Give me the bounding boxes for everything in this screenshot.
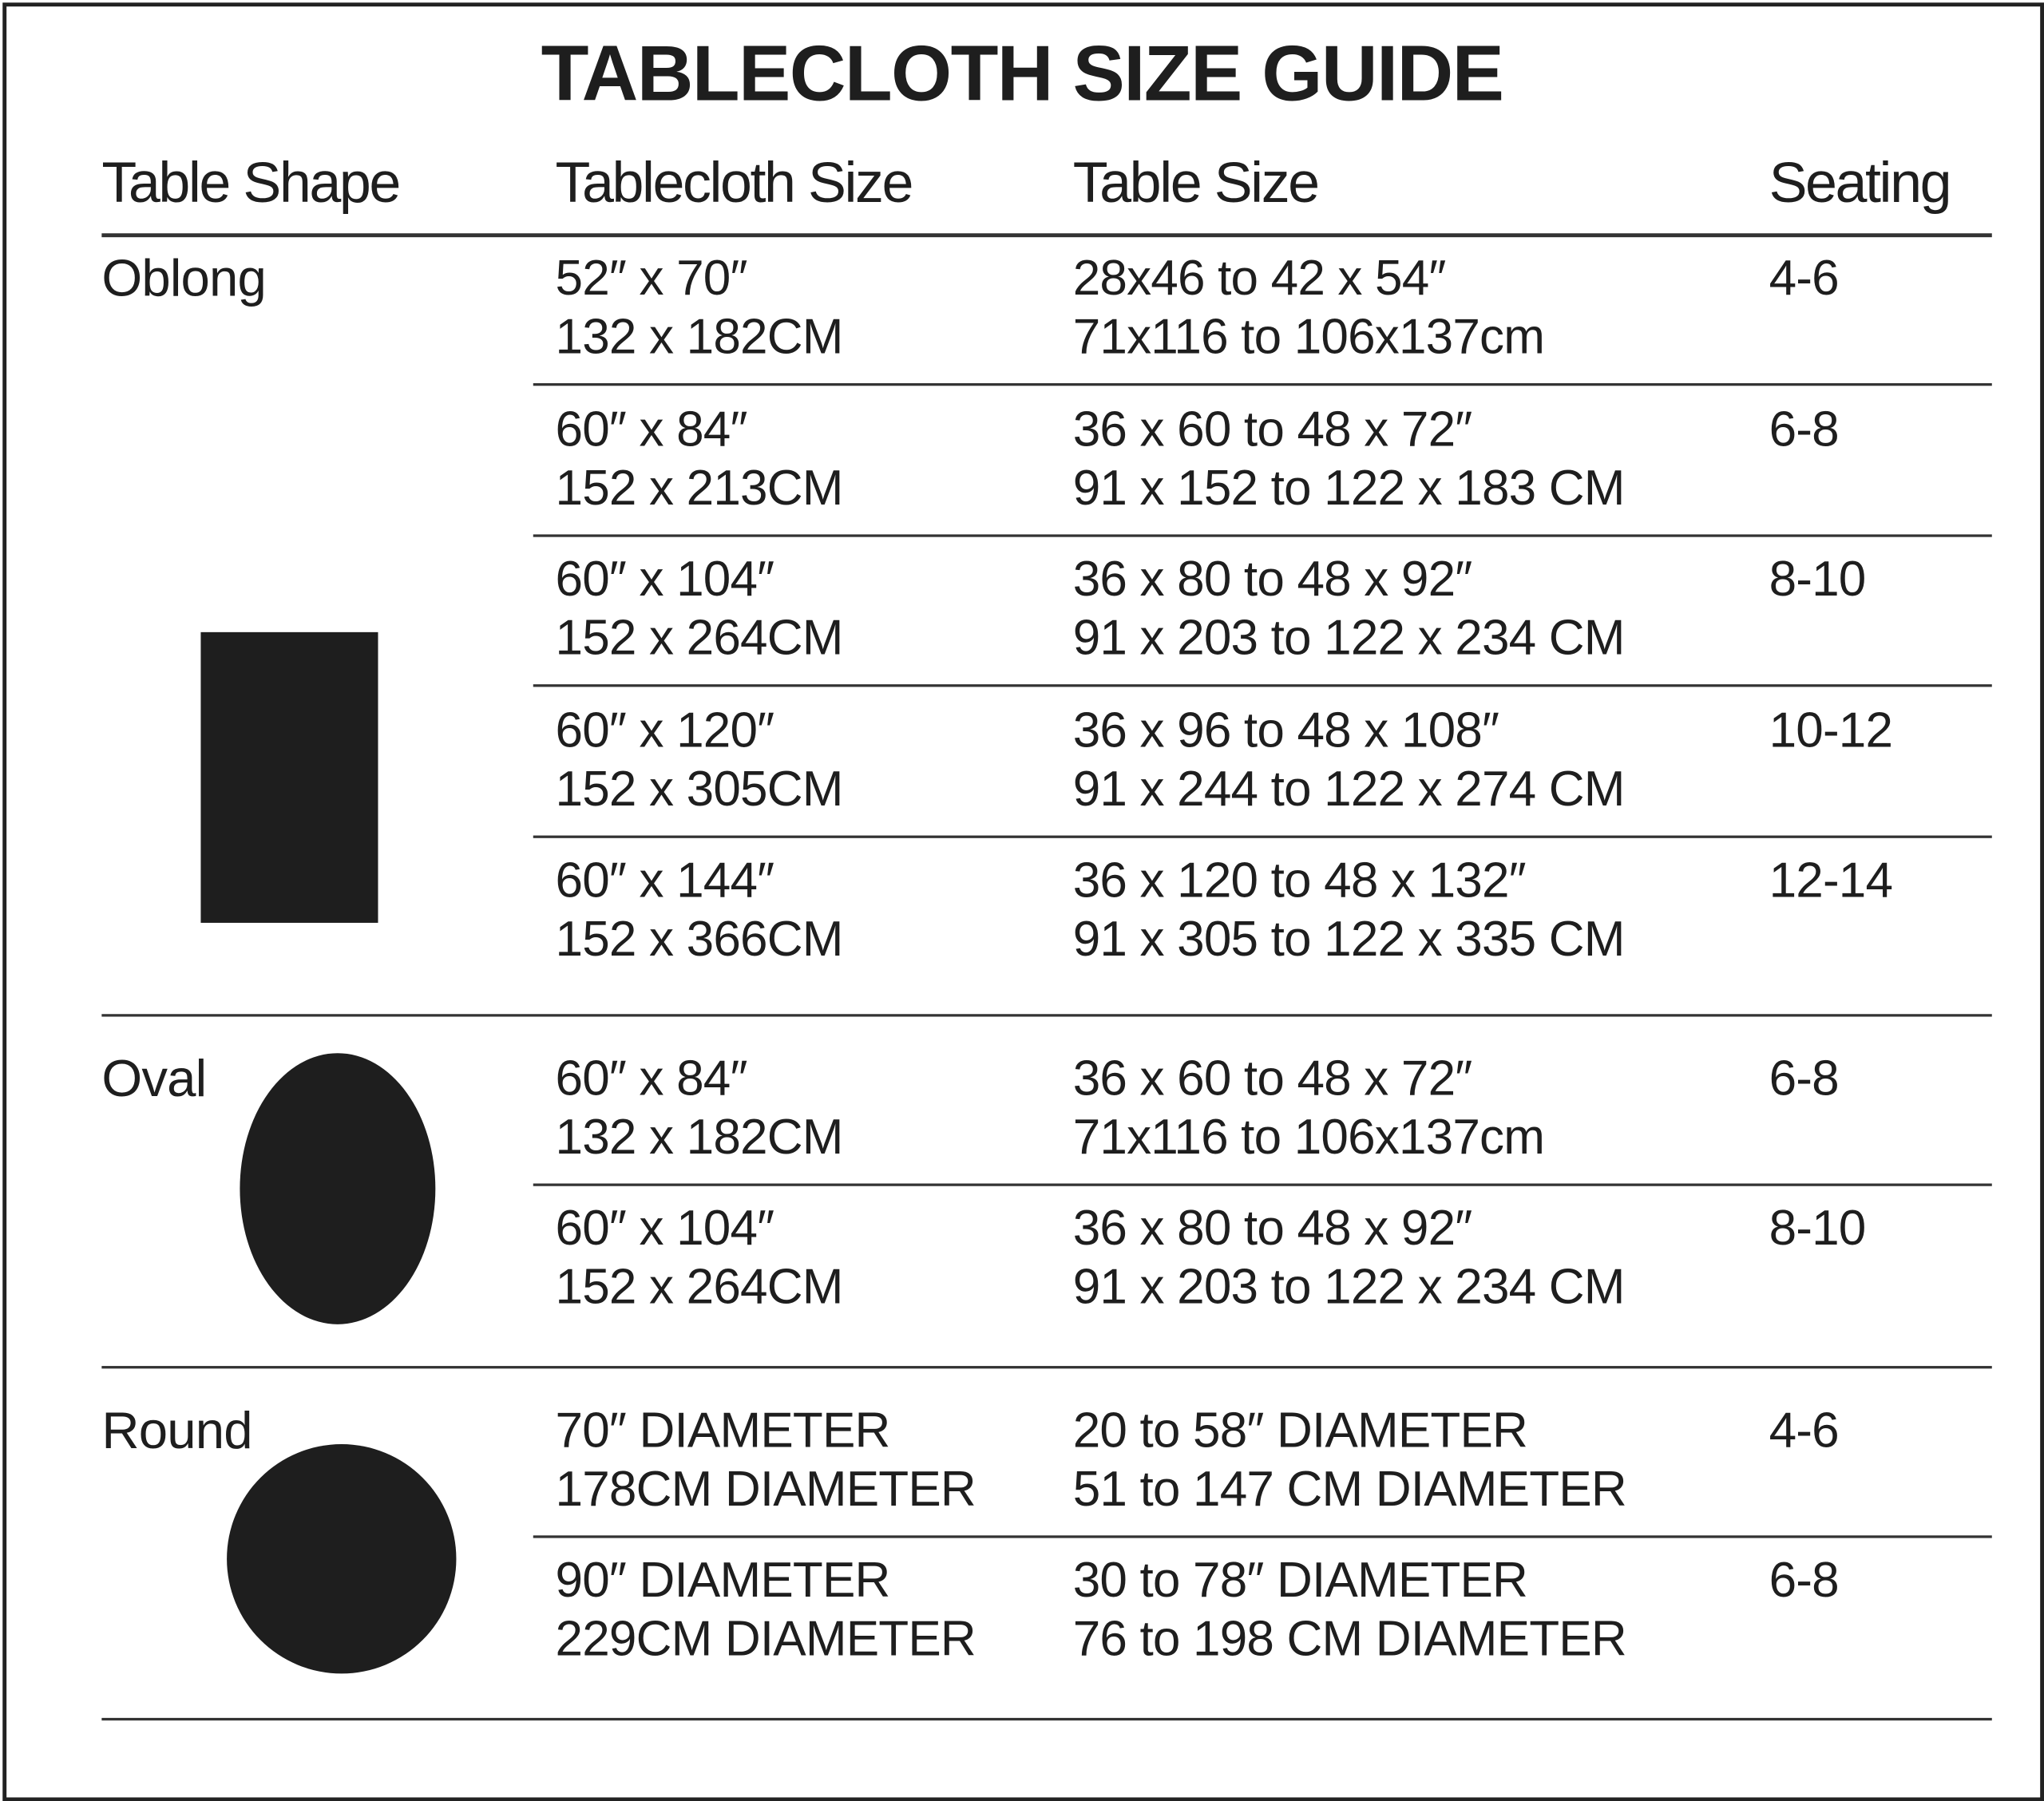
table-size-metric: 71x116 to 106x137cm <box>1072 1110 1545 1166</box>
seating-value: 6-8 <box>1769 1554 1840 1609</box>
tablecloth-size-imperial: 60″ x 104″ <box>555 1201 775 1257</box>
table-size-imperial: 36 x 96 to 48 x 108″ <box>1072 703 1499 758</box>
table-size-imperial: 36 x 120 to 48 x 132″ <box>1072 853 1527 908</box>
table-size-metric: 91 x 152 to 122 x 183 CM <box>1072 461 1626 516</box>
tablecloth-size-metric: 152 x 305CM <box>555 762 844 817</box>
tablecloth-size-imperial: 60″ x 120″ <box>555 703 775 758</box>
rectangle-icon <box>200 631 378 923</box>
table-size-metric: 91 x 244 to 122 x 274 CM <box>1072 762 1626 817</box>
shape-label: Round <box>101 1402 252 1460</box>
tablecloth-size-metric: 132 x 182CM <box>555 310 844 366</box>
header-tablecloth-size: Tablecloth Size <box>555 151 914 216</box>
row-divider <box>533 534 1992 537</box>
tablecloth-size-imperial: 60″ x 144″ <box>555 853 775 908</box>
seating-value: 4-6 <box>1769 251 1840 307</box>
table-size-imperial: 28x46 to 42 x 54″ <box>1072 251 1447 307</box>
shape-label: Oval <box>101 1050 207 1108</box>
row-divider <box>533 1535 1992 1538</box>
circle-icon <box>227 1444 457 1674</box>
tablecloth-size-metric: 152 x 366CM <box>555 912 844 968</box>
shape-label: Oblong <box>101 250 267 308</box>
table-size-metric: 76 to 198 CM DIAMETER <box>1072 1612 1627 1668</box>
tablecloth-size-metric: 152 x 264CM <box>555 1260 844 1316</box>
table-size-imperial: 36 x 80 to 48 x 92″ <box>1072 1201 1473 1257</box>
table-size-imperial: 20 to 58″ DIAMETER <box>1072 1403 1528 1459</box>
row-divider <box>533 383 1992 386</box>
table-size-metric: 91 x 305 to 122 x 335 CM <box>1072 912 1626 968</box>
section-divider <box>101 1366 1992 1369</box>
header-divider <box>101 233 1992 238</box>
section-divider <box>101 1014 1992 1017</box>
seating-value: 6-8 <box>1769 402 1840 457</box>
seating-value: 4-6 <box>1769 1403 1840 1459</box>
row-divider <box>533 1183 1992 1186</box>
tablecloth-size-imperial: 60″ x 84″ <box>555 402 748 457</box>
header-table-shape: Table Shape <box>101 151 401 216</box>
table-size-imperial: 36 x 60 to 48 x 72″ <box>1072 1051 1473 1107</box>
tablecloth-size-imperial: 60″ x 84″ <box>555 1051 748 1107</box>
seating-value: 8-10 <box>1769 1201 1867 1257</box>
table-size-metric: 51 to 147 CM DIAMETER <box>1072 1462 1627 1518</box>
table-size-imperial: 36 x 80 to 48 x 92″ <box>1072 552 1473 608</box>
seating-value: 6-8 <box>1769 1051 1840 1107</box>
table-size-metric: 91 x 203 to 122 x 234 CM <box>1072 1260 1626 1316</box>
tablecloth-size-metric: 178CM DIAMETER <box>555 1462 976 1518</box>
seating-value: 12-14 <box>1769 853 1893 908</box>
tablecloth-size-imperial: 60″ x 104″ <box>555 552 775 608</box>
row-divider <box>533 835 1992 838</box>
tablecloth-size-metric: 229CM DIAMETER <box>555 1612 976 1668</box>
header-seating: Seating <box>1769 151 1952 216</box>
table-size-metric: 91 x 203 to 122 x 234 CM <box>1072 611 1626 667</box>
table-size-metric: 71x116 to 106x137cm <box>1072 310 1545 366</box>
tablecloth-size-imperial: 52″ x 70″ <box>555 251 748 307</box>
header-table-size: Table Size <box>1072 151 1320 216</box>
tablecloth-size-imperial: 70″ DIAMETER <box>555 1403 891 1459</box>
seating-value: 8-10 <box>1769 552 1867 608</box>
tablecloth-size-imperial: 90″ DIAMETER <box>555 1554 891 1609</box>
oval-icon <box>240 1053 436 1324</box>
table-size-imperial: 36 x 60 to 48 x 72″ <box>1072 402 1473 457</box>
page-title: TABLECLOTH SIZE GUIDE <box>541 30 1504 117</box>
tablecloth-size-metric: 152 x 213CM <box>555 461 844 516</box>
row-divider <box>533 684 1992 687</box>
table-size-imperial: 30 to 78″ DIAMETER <box>1072 1554 1528 1609</box>
tablecloth-size-metric: 152 x 264CM <box>555 611 844 667</box>
tablecloth-size-metric: 132 x 182CM <box>555 1110 844 1166</box>
seating-value: 10-12 <box>1769 703 1893 758</box>
section-divider <box>101 1717 1992 1721</box>
